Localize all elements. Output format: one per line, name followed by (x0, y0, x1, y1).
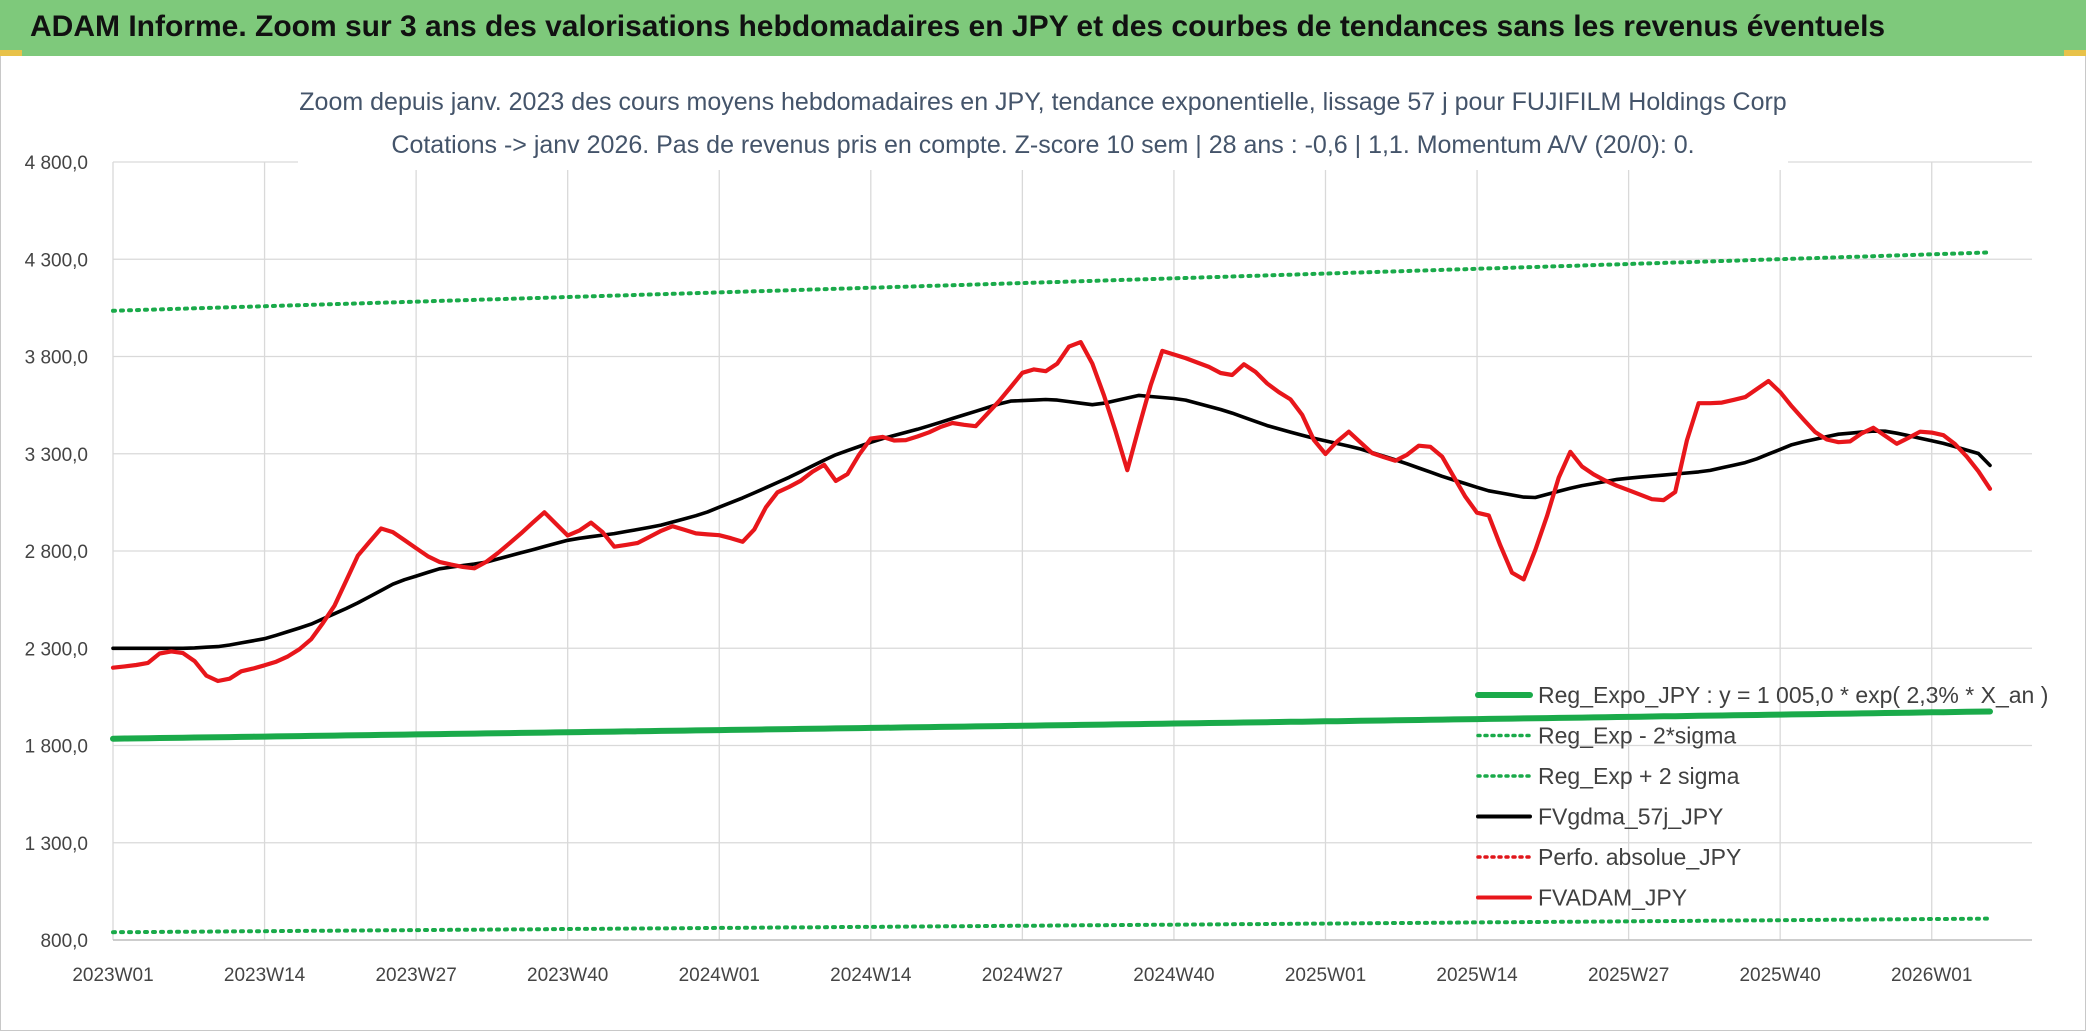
legend-item-reg-exp-plus: Reg_Exp + 2 sigma (1476, 763, 1740, 789)
y-tick-label: 1 300,0 (25, 834, 88, 855)
legend-item-fvgdma: FVgdma_57j_JPY (1476, 804, 1723, 830)
y-tick-label: 1 800,0 (25, 737, 88, 758)
y-tick-label: 4 800,0 (25, 153, 88, 174)
legend-item-reg-expo: Reg_Expo_JPY : y = 1 005,0 * exp( 2,3% *… (1475, 682, 2048, 708)
reg-exp-plus-2sigma-line (111, 250, 1992, 313)
reg-exp-minus-2sigma-line (111, 916, 1992, 935)
legend: Reg_Expo_JPY : y = 1 005,0 * exp( 2,3% *… (1475, 682, 2048, 911)
header-corner-right (2064, 50, 2086, 56)
grid (112, 161, 2032, 941)
y-tick-label: 3 300,0 (25, 445, 88, 466)
x-tick-label: 2025W01 (1285, 965, 1366, 986)
y-tick-label: 800,0 (40, 931, 88, 952)
x-tick-label: 2024W27 (982, 965, 1063, 986)
x-tick-label: 2025W14 (1436, 965, 1518, 986)
plot-area (110, 250, 1993, 935)
legend-item-reg-exp-minus: Reg_Exp - 2*sigma (1476, 723, 1736, 749)
x-tick-label: 2025W27 (1588, 965, 1669, 986)
legend-label: Perfo. absolue_JPY (1538, 844, 1741, 870)
reg-expo-line (110, 708, 1993, 742)
title-background (298, 84, 1788, 170)
x-tick-label: 2025W40 (1739, 965, 1820, 986)
x-tick-label: 2023W01 (72, 965, 153, 986)
x-tick-label: 2023W40 (527, 965, 608, 986)
y-axis: 800,0 1 300,0 1 800,0 2 300,0 2 800,0 3 300,0… (25, 153, 88, 952)
x-axis: 2023W01 2023W14 2023W27 2023W40 2024W01 2024W… (72, 939, 2032, 986)
x-tick-label: 2024W01 (679, 965, 760, 986)
legend-label: Reg_Exp - 2*sigma (1538, 723, 1736, 749)
report-header: ADAM Informe. Zoom sur 3 ans des valoris… (0, 0, 2086, 56)
x-tick-label: 2023W27 (375, 965, 456, 986)
x-tick-label: 2026W01 (1891, 965, 1972, 986)
y-tick-label: 4 300,0 (25, 250, 88, 271)
chart-title-line1: Zoom depuis janv. 2023 des cours moyens … (299, 88, 1786, 116)
legend-label: FVgdma_57j_JPY (1538, 804, 1723, 830)
x-tick-label: 2024W40 (1133, 965, 1214, 986)
legend-label: Reg_Expo_JPY : y = 1 005,0 * exp( 2,3% *… (1538, 682, 2048, 708)
legend-label: FVADAM_JPY (1538, 885, 1687, 911)
x-tick-label: 2024W14 (830, 965, 912, 986)
legend-label: Reg_Exp + 2 sigma (1538, 763, 1740, 789)
fvgdma-57j-line (111, 393, 1992, 651)
header-corner-left (0, 50, 22, 56)
legend-item-fvadam: FVADAM_JPY (1476, 885, 1687, 911)
legend-item-perfo: Perfo. absolue_JPY (1476, 844, 1741, 870)
report-title: ADAM Informe. Zoom sur 3 ans des valoris… (30, 10, 1886, 43)
y-tick-label: 2 800,0 (25, 542, 88, 563)
chart-title-line2: Cotations -> janv 2026. Pas de revenus p… (391, 131, 1694, 159)
fvadam-line (110, 340, 1993, 684)
y-tick-label: 3 800,0 (25, 348, 88, 369)
y-tick-label: 2 300,0 (25, 639, 88, 660)
x-tick-label: 2023W14 (224, 965, 306, 986)
